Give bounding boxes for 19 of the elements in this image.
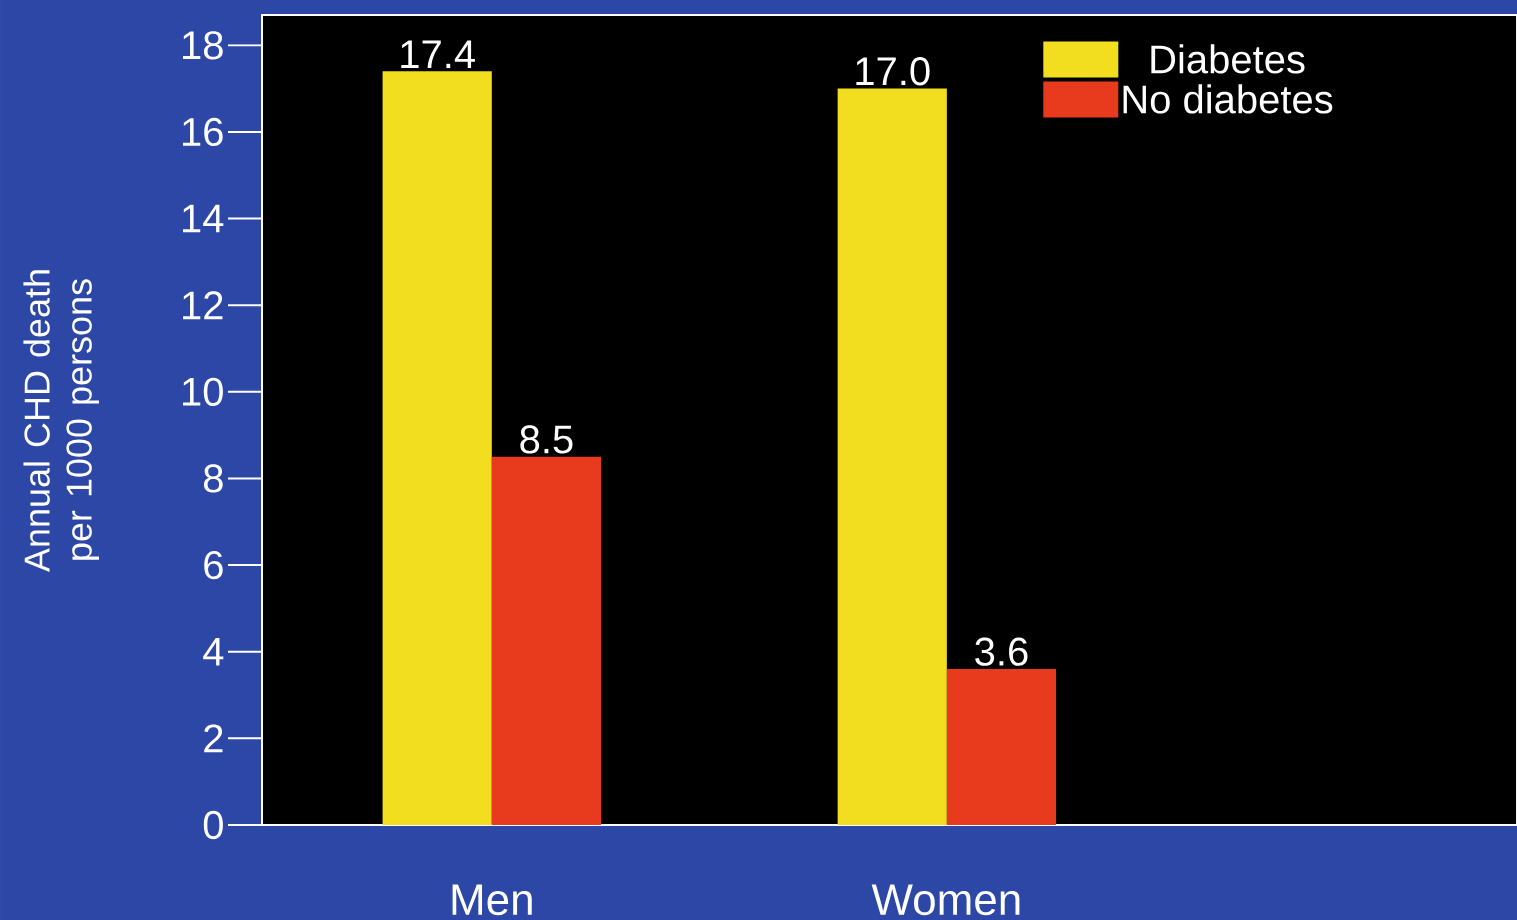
- y-tick-label: 16: [183, 117, 223, 147]
- data-label: 3.6: [975, 637, 1028, 666]
- y-tick-label: 8: [203, 464, 223, 493]
- y-tick-label: 18: [183, 31, 223, 60]
- legend-label: Diabetes: [1151, 44, 1305, 74]
- y-tick-label: 12: [183, 291, 223, 320]
- data-label: 17.4: [401, 40, 475, 69]
- y-tick-label: 2: [204, 724, 223, 753]
- y-tick-label: 6: [204, 550, 223, 580]
- data-label: 17.0: [856, 57, 930, 86]
- x-tick-label: Women: [871, 884, 1020, 916]
- legend-label: No diabetes: [1123, 84, 1333, 114]
- x-tick-label: Men: [452, 884, 532, 916]
- y-axis-title: Annual CHD death per 1000 persons: [23, 270, 99, 573]
- data-label: 8.5: [520, 425, 573, 454]
- y-tick-label: 4: [203, 637, 224, 666]
- y-tick-label: 0: [203, 810, 223, 840]
- y-tick-label: 14: [183, 204, 224, 233]
- y-tick-label: 10: [183, 377, 223, 406]
